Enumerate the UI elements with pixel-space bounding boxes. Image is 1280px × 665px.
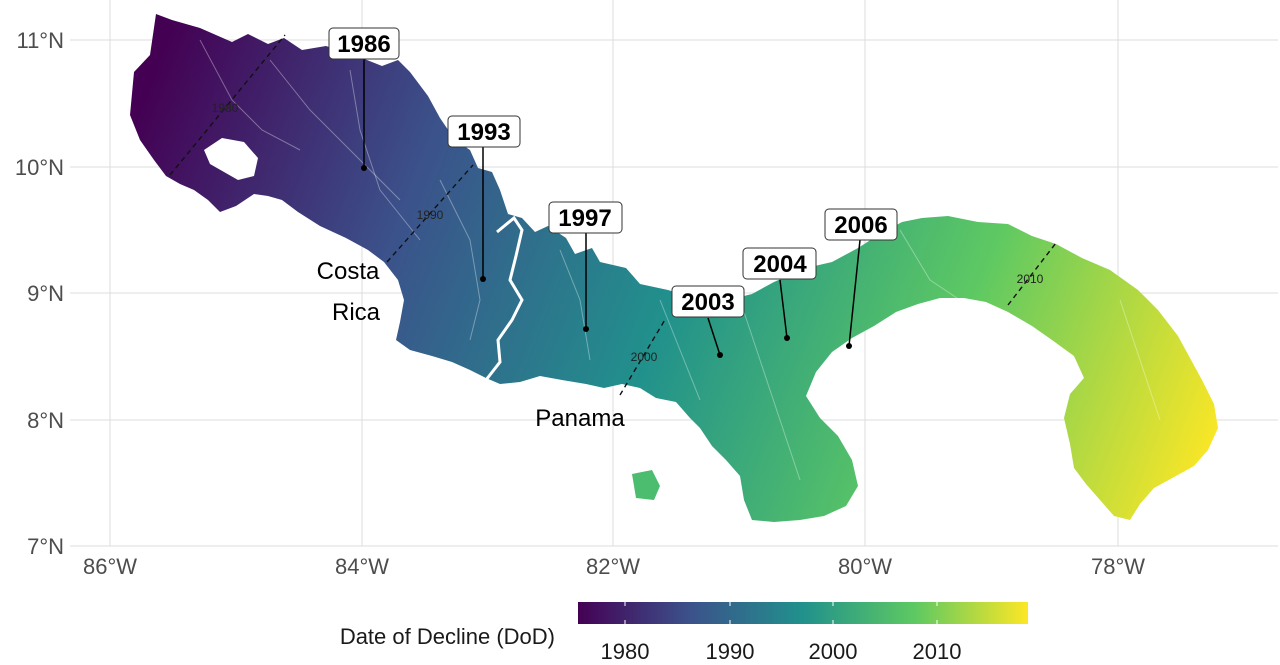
callout-point	[717, 352, 723, 358]
boundary-line-9	[1119, 299, 1161, 421]
callout-point	[480, 276, 486, 282]
legend-colorbar	[578, 602, 1028, 624]
contour-label-1980: 1980	[212, 101, 239, 115]
longitude-axis: 86°W 84°W 82°W 80°W 78°W	[83, 554, 1145, 579]
costa-rica-label-line2: Rica	[332, 299, 381, 326]
boundary-line-7	[739, 299, 801, 481]
lon-label-80w: 80°W	[838, 554, 892, 579]
contour-labels: 1980 1990 2000 2010	[212, 101, 1044, 364]
contour-line-2000	[619, 317, 667, 396]
contour-line-1990	[386, 164, 474, 263]
legend-tick-2000: 2000	[809, 639, 858, 664]
legend-tick-marks	[624, 602, 938, 624]
boundary-line-3	[349, 69, 421, 241]
contour-line-2010	[1007, 242, 1057, 306]
callout-1993: 1993	[447, 115, 521, 282]
boundary-line-2	[269, 59, 401, 201]
callout-label: 2003	[681, 289, 734, 316]
boundary-line-5	[559, 249, 591, 361]
legend-tick-1990: 1990	[706, 639, 755, 664]
lat-label-8n: 8°N	[27, 408, 64, 433]
lat-label-10n: 10°N	[15, 155, 64, 180]
lat-label-9n: 9°N	[27, 281, 64, 306]
lat-label-7n: 7°N	[27, 534, 64, 559]
legend-tick-1980: 1980	[601, 639, 650, 664]
legend-title: Date of Decline (DoD)	[340, 624, 555, 649]
callout-2003: 2003	[671, 285, 745, 358]
boundary-line-1	[199, 39, 301, 151]
contour-lines	[169, 34, 1057, 396]
contour-line-1980	[169, 34, 286, 176]
callout-point	[784, 335, 790, 341]
costa-rica-label-line1: Costa	[317, 258, 380, 285]
legend-tick-2010: 2010	[913, 639, 962, 664]
boundary-line-4	[439, 179, 481, 341]
lat-label-11n: 11°N	[16, 28, 64, 53]
boundary-line-8	[899, 229, 961, 301]
callout-1986: 1986	[328, 27, 400, 171]
costa-rica-panama-landmass	[130, 14, 1218, 522]
callout-box	[548, 201, 623, 234]
country-labels: Costa Rica Panama	[317, 258, 626, 432]
callout-box	[447, 115, 521, 148]
callout-box	[824, 208, 898, 241]
callout-label: 1993	[457, 119, 510, 146]
lon-label-78w: 78°W	[1091, 554, 1145, 579]
callout-label: 2004	[753, 251, 807, 278]
callout-2004: 2004	[742, 247, 817, 341]
boundary-line-6	[659, 299, 701, 401]
callout-1997: 1997	[548, 201, 623, 332]
gulf-of-nicoya-water	[204, 138, 258, 180]
callout-label: 1986	[337, 31, 390, 58]
panama-label: Panama	[535, 405, 625, 432]
callout-leader	[848, 239, 861, 347]
callout-label: 1997	[558, 205, 611, 232]
callout-leader	[779, 279, 788, 339]
callout-point	[583, 326, 589, 332]
callout-box	[671, 285, 745, 318]
callout-leader	[707, 317, 721, 356]
callout-box	[742, 247, 817, 280]
contour-label-2010: 2010	[1017, 272, 1044, 286]
callout-point	[361, 165, 367, 171]
legend: Date of Decline (DoD) 1980 1990 2000 201…	[340, 602, 1028, 664]
costa-rica-panama-border	[484, 215, 524, 381]
year-callouts: 1986 1993 1997 2003 2004	[328, 27, 898, 358]
latitude-axis: 11°N 10°N 9°N 8°N 7°N	[15, 28, 64, 559]
callout-label: 2006	[834, 212, 887, 239]
callout-2006: 2006	[824, 208, 898, 349]
callout-point	[846, 343, 852, 349]
contour-label-1990: 1990	[417, 208, 444, 222]
province-boundaries	[199, 39, 1161, 481]
lon-label-82w: 82°W	[586, 554, 640, 579]
lon-label-86w: 86°W	[83, 554, 137, 579]
decline-landmass	[130, 14, 1218, 522]
lon-label-84w: 84°W	[335, 554, 389, 579]
callout-box	[328, 27, 400, 60]
azuero-island-fragment	[632, 470, 660, 500]
contour-label-2000: 2000	[631, 350, 658, 364]
